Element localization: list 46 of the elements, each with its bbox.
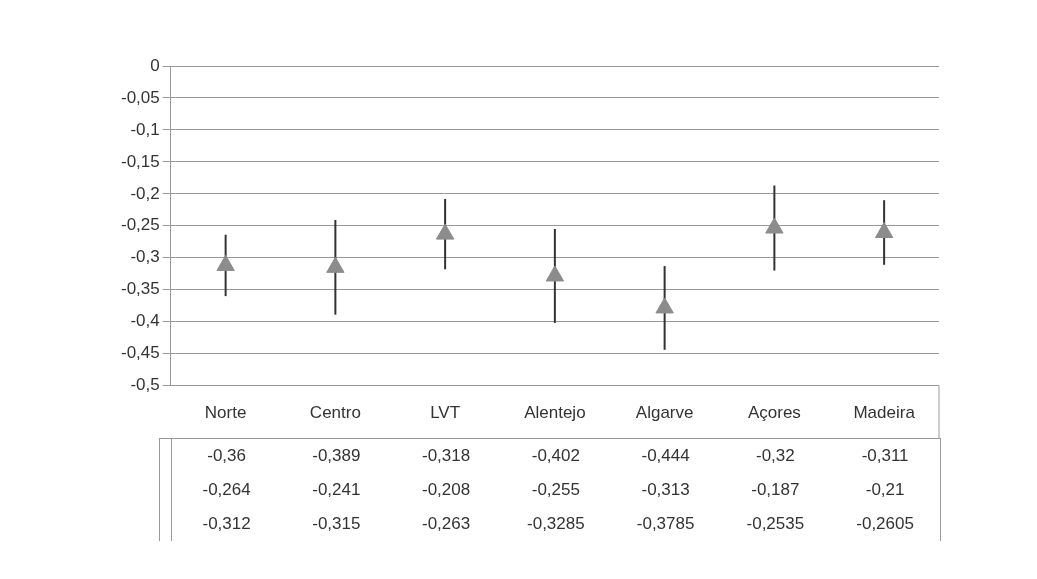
text: -0,311 bbox=[830, 438, 941, 473]
y-tick-label: -0,15 bbox=[121, 151, 160, 171]
text: -0,264 bbox=[201, 479, 252, 501]
x-tick-label: Norte bbox=[204, 403, 247, 423]
y-tick-label: -0,2 bbox=[130, 183, 160, 203]
point bbox=[765, 217, 784, 234]
y-tick-label: 0 bbox=[150, 55, 160, 75]
x-tick-label: LVT bbox=[430, 403, 461, 423]
data-label: -0,312 bbox=[201, 513, 252, 535]
text: -0,187 bbox=[750, 479, 801, 501]
text: -0,255 bbox=[530, 479, 581, 501]
x-tick-label: Açores bbox=[747, 403, 801, 423]
data-label: -0,2535 bbox=[745, 513, 806, 535]
y-tick-label: -0,5 bbox=[130, 375, 160, 395]
point bbox=[874, 222, 894, 239]
data-label: -0,3285 bbox=[526, 513, 586, 535]
text: -0,32 bbox=[720, 438, 831, 473]
y-tick-label: -0,35 bbox=[121, 279, 160, 299]
data-label: -0,315 bbox=[311, 513, 362, 535]
y-tick-label: -0,3 bbox=[130, 247, 160, 267]
text: -0,318 bbox=[391, 438, 501, 473]
text: -0,208 bbox=[421, 479, 472, 501]
text: -0,241 bbox=[311, 479, 362, 501]
data-label: -0,2605 bbox=[830, 507, 941, 541]
point bbox=[326, 256, 345, 273]
point bbox=[216, 254, 235, 271]
y-tick-label: -0,05 bbox=[121, 87, 160, 107]
y-tick-label: -0,25 bbox=[121, 215, 160, 235]
text: -0,21 bbox=[830, 473, 941, 507]
point bbox=[655, 297, 674, 314]
data-label: -0,3785 bbox=[635, 513, 696, 535]
x-tick-label: Madeira bbox=[853, 403, 916, 423]
text: -0,389 bbox=[281, 438, 392, 473]
point bbox=[435, 223, 455, 240]
y-tick-label: -0,4 bbox=[130, 311, 160, 331]
x-tick-label: Alentejo bbox=[524, 403, 586, 423]
y-tick-label: -0,45 bbox=[121, 343, 160, 363]
x-tick-label: Centro bbox=[309, 403, 361, 423]
text: -0,402 bbox=[500, 438, 611, 473]
text: -0,313 bbox=[640, 479, 691, 501]
text: -0,36 bbox=[171, 438, 282, 473]
text: -0,444 bbox=[610, 438, 721, 473]
y-tick-label: -0,1 bbox=[130, 119, 160, 139]
x-tick-label: Algarve bbox=[635, 403, 694, 423]
point bbox=[545, 265, 565, 282]
data-label: -0,263 bbox=[421, 513, 472, 535]
